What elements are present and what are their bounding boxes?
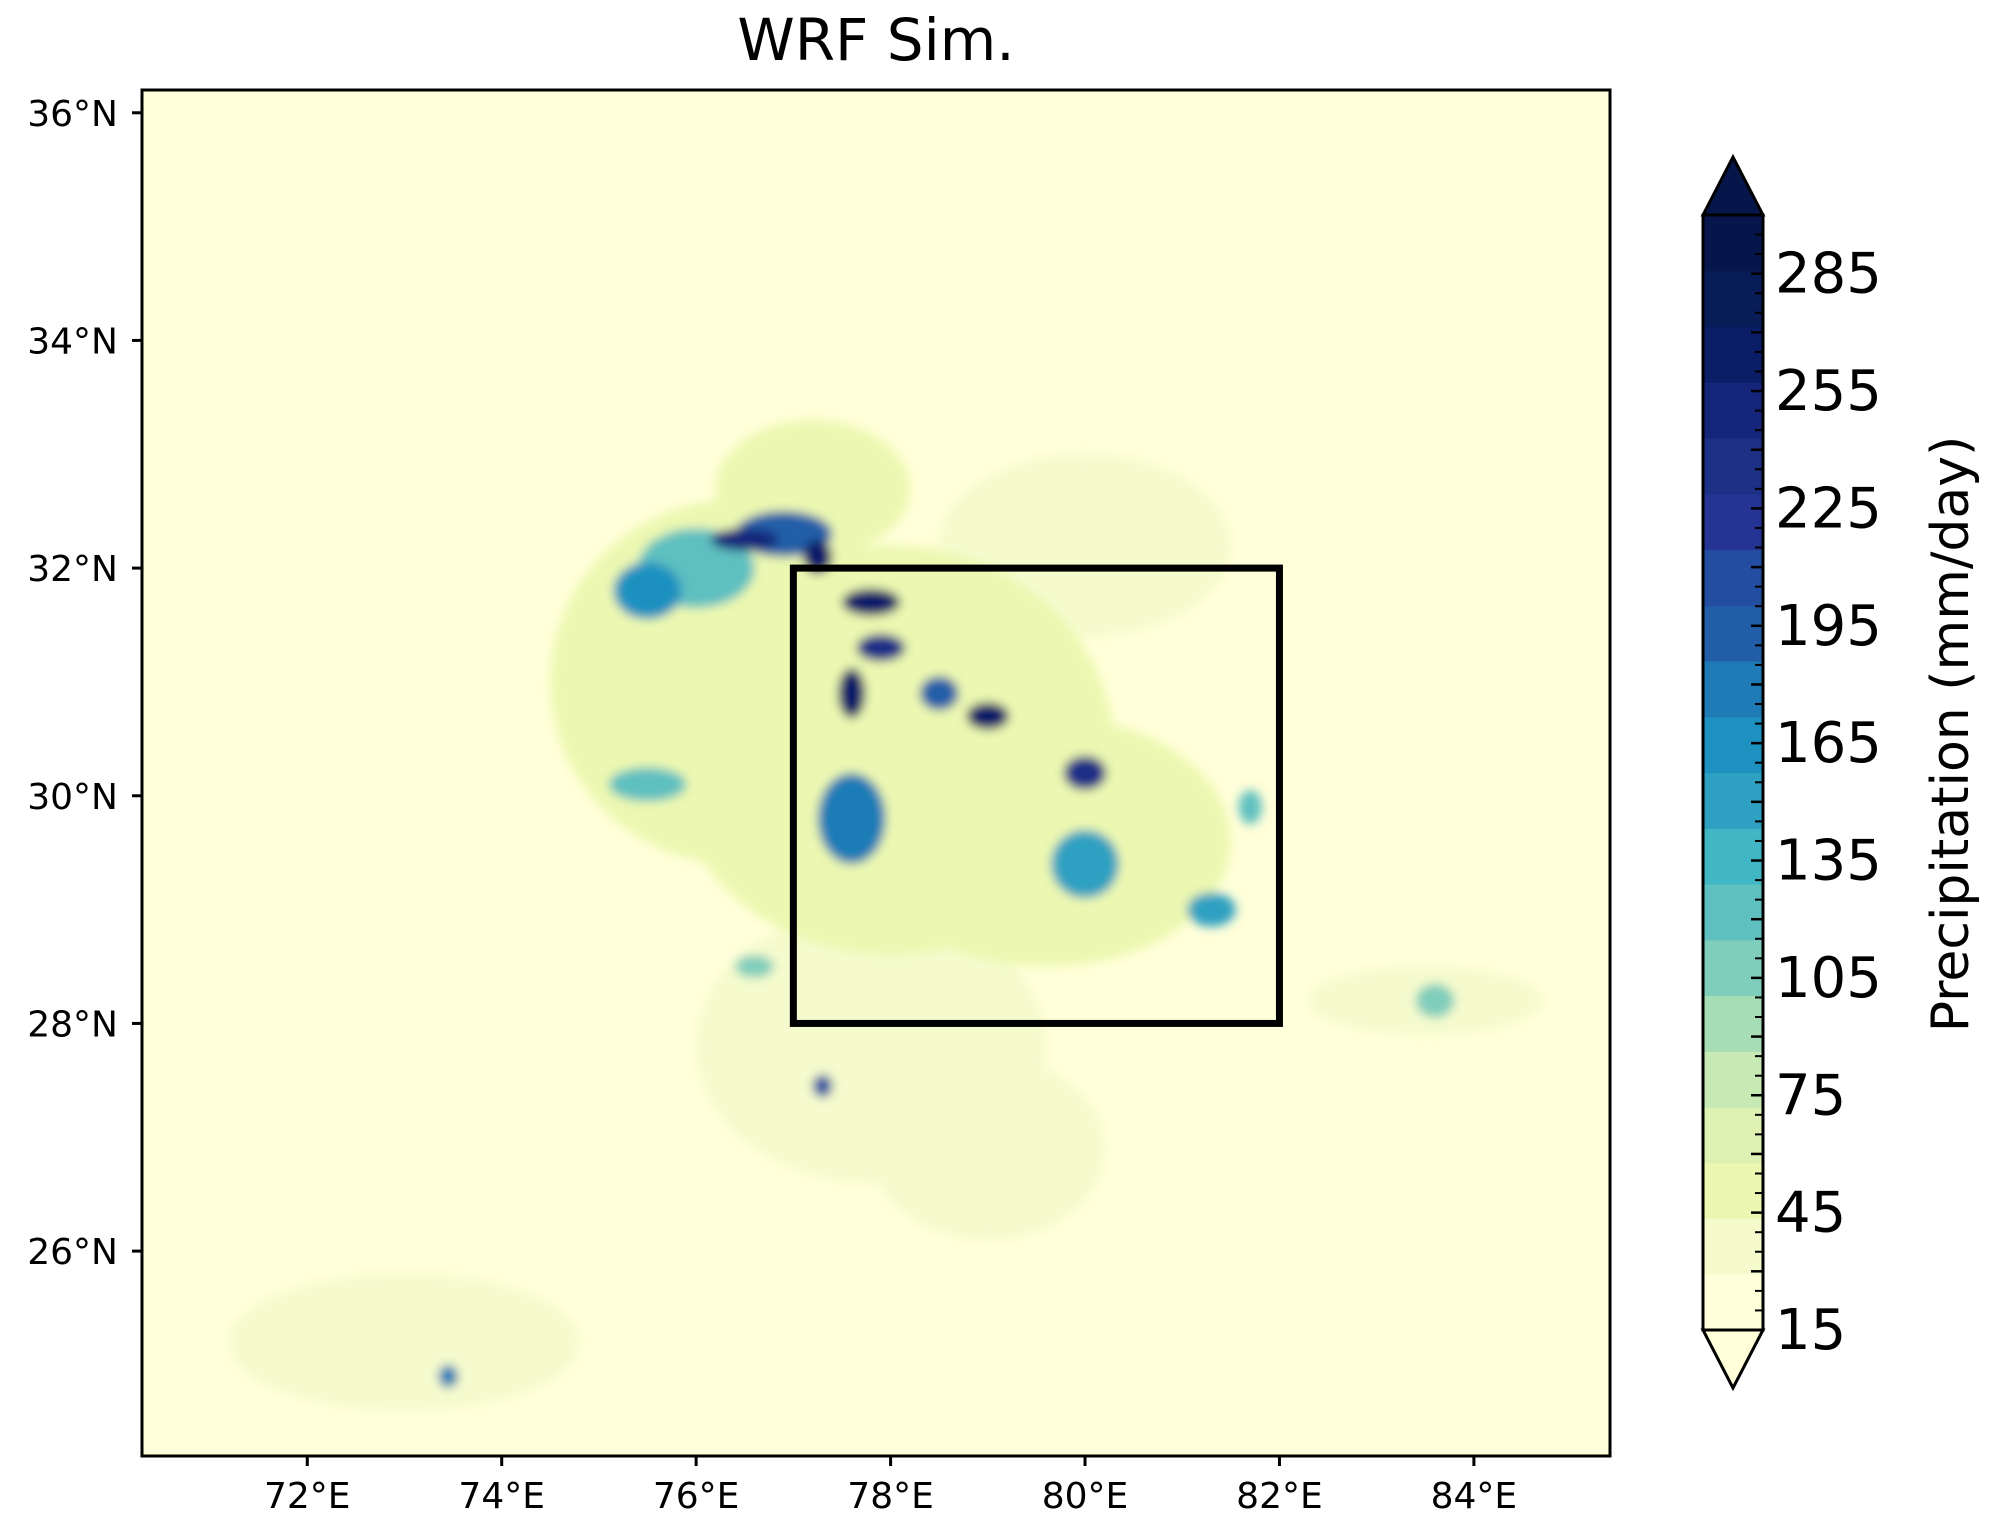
- precip-cell: [817, 773, 886, 865]
- colorbar-band: [1703, 326, 1763, 383]
- colorbar-tick-label: 195: [1775, 594, 1882, 659]
- lat-tick-label: 26°N: [27, 1232, 118, 1273]
- colorbar-band: [1703, 828, 1763, 885]
- precip-cell: [735, 955, 774, 978]
- precip-cell: [229, 1273, 580, 1411]
- colorbar-tick-label: 225: [1775, 476, 1882, 541]
- lon-tick-label: 74°E: [458, 1476, 545, 1517]
- colorbar-band: [1703, 661, 1763, 718]
- colorbar-tick-label: 105: [1775, 946, 1882, 1011]
- precip-cell: [710, 528, 779, 552]
- colorbar-band: [1703, 995, 1763, 1052]
- colorbar-band: [1703, 605, 1763, 662]
- precip-cell: [1415, 983, 1455, 1018]
- colorbar-tick-label: 285: [1775, 242, 1882, 307]
- lat-tick-label: 32°N: [27, 549, 118, 590]
- colorbar-label: Precipitation (mm/day): [1921, 436, 1981, 1033]
- precip-cell: [838, 668, 866, 719]
- colorbar-band: [1703, 1218, 1763, 1275]
- precip-cell: [1238, 790, 1262, 825]
- colorbar-tick-label: 135: [1775, 829, 1882, 894]
- map-frame: [140, 88, 1612, 1458]
- lat-tick-label: 30°N: [27, 777, 118, 818]
- longitude-axis: 72°E 74°E 76°E 78°E 80°E 82°E 84°E: [264, 1456, 1517, 1517]
- colorbar-band: [1703, 549, 1763, 606]
- map-area: [140, 88, 1612, 1458]
- precip-cell: [812, 1074, 833, 1098]
- precip-cell: [438, 1364, 458, 1388]
- colorbar-band: [1703, 1274, 1763, 1331]
- colorbar-tick-label: 15: [1775, 1298, 1846, 1363]
- lat-tick-label: 34°N: [27, 321, 118, 362]
- precip-cell: [856, 634, 906, 662]
- colorbar-band: [1703, 716, 1763, 774]
- latitude-axis: 36°N 34°N 32°N 30°N 28°N 26°N: [27, 94, 142, 1273]
- precip-cell: [696, 909, 1047, 1183]
- precip-cell: [1063, 755, 1107, 791]
- plot-title: WRF Sim.: [737, 6, 1014, 74]
- lon-tick-label: 78°E: [847, 1476, 934, 1517]
- precip-cell: [861, 716, 1231, 967]
- lat-tick-label: 36°N: [27, 94, 118, 135]
- colorbar-band: [1703, 438, 1763, 495]
- colorbar-band: [1703, 1162, 1763, 1220]
- precip-cell: [608, 767, 687, 802]
- colorbar-tick-label: 45: [1775, 1181, 1846, 1246]
- colorbar-band: [1703, 215, 1763, 272]
- colorbar: 15 45 75 105 135 165 195 225 255 285 Precipitatio…: [1700, 153, 1981, 1392]
- colorbar-tick-label: 165: [1775, 711, 1882, 776]
- colorbar-band: [1703, 493, 1763, 551]
- lat-tick-label: 28°N: [27, 1004, 118, 1045]
- colorbar-tick-label: 255: [1775, 359, 1882, 424]
- precip-cell: [613, 562, 682, 620]
- colorbar-tick-label: 75: [1775, 1063, 1846, 1128]
- colorbar-band: [1703, 939, 1763, 997]
- precip-cell: [919, 676, 959, 711]
- colorbar-frame: [1701, 213, 1765, 1332]
- precip-cell: [966, 702, 1010, 730]
- colorbar-extend-max: [1700, 153, 1766, 217]
- precip-cell: [1050, 829, 1120, 899]
- lon-tick-label: 84°E: [1431, 1476, 1518, 1517]
- study-region-box: [789, 564, 1283, 1027]
- precip-cell: [1187, 892, 1236, 927]
- colorbar-band: [1703, 1051, 1763, 1108]
- lon-tick-label: 76°E: [653, 1476, 740, 1517]
- precip-cell: [841, 588, 901, 616]
- colorbar-band: [1703, 884, 1763, 941]
- lon-tick-label: 82°E: [1236, 1476, 1323, 1517]
- lon-tick-label: 72°E: [264, 1476, 351, 1517]
- colorbar-extend-min: [1700, 1328, 1766, 1392]
- lon-tick-label: 80°E: [1042, 1476, 1129, 1517]
- colorbar-band: [1703, 270, 1763, 328]
